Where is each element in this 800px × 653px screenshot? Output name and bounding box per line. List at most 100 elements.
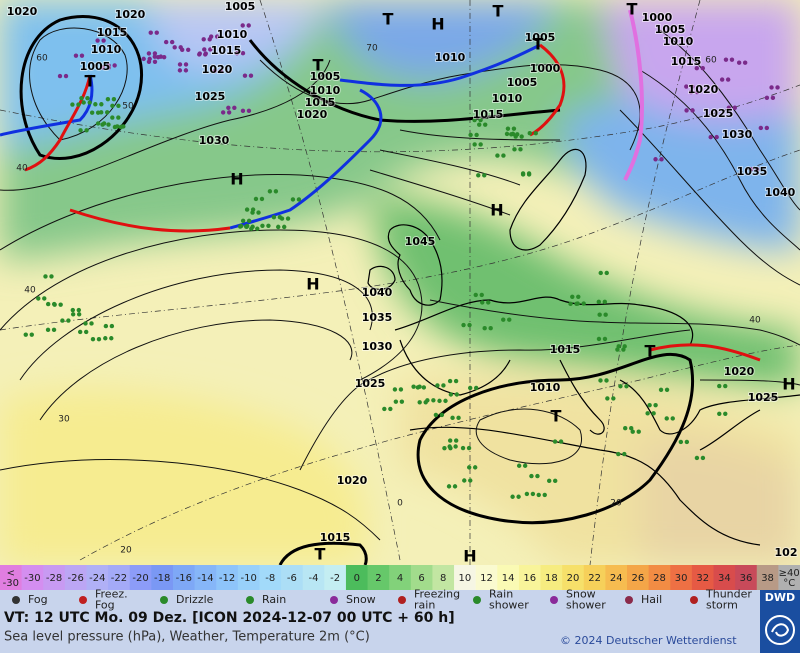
isotherm-label: 20: [610, 499, 622, 509]
weather-dot: [51, 327, 57, 333]
fronts: [0, 9, 761, 362]
scale-label: 2: [375, 573, 381, 584]
weather-dot: [664, 387, 670, 392]
weather-dot: [658, 387, 664, 392]
weather-dot: [624, 384, 629, 389]
logo-text: DWD: [765, 591, 795, 604]
weather-dot: [714, 134, 719, 140]
weather-dot: [653, 157, 658, 162]
weather-dot: [116, 103, 121, 109]
pressure-label: 1020: [115, 8, 146, 21]
weather-dot: [536, 492, 541, 498]
isotherm-label: 0: [397, 499, 403, 509]
pressure-label: 1035: [362, 311, 393, 324]
weather-dot: [147, 56, 152, 62]
weather-dot: [719, 77, 725, 82]
pressure-label: 1040: [362, 286, 393, 299]
weather-dot: [437, 398, 442, 404]
scale-label: 16: [523, 573, 536, 584]
weather-dot: [103, 323, 109, 329]
legend-icon: [330, 596, 338, 604]
weather-dot: [87, 100, 92, 105]
weather-dot: [605, 396, 610, 401]
weather-dot: [530, 491, 536, 497]
weather-dot: [45, 301, 51, 307]
weather-dot: [504, 131, 510, 137]
scale-label: -30: [3, 578, 19, 589]
weather-dot: [96, 336, 102, 342]
pressure-center: H: [782, 375, 795, 394]
weather-dot: [450, 415, 455, 421]
weather-dot: [775, 85, 780, 90]
scale-cell: [735, 565, 758, 590]
weather-dot: [70, 312, 76, 317]
scale-cell: [627, 565, 650, 590]
scale-cell: [281, 565, 304, 590]
weather-dot: [240, 108, 246, 114]
weather-dot: [89, 321, 94, 326]
pressure-center: T: [383, 10, 394, 29]
weather-dot: [603, 312, 608, 317]
pressure-label: 1025: [355, 377, 386, 390]
legend-icon: [625, 596, 633, 604]
weather-dot: [529, 473, 534, 479]
weather-dot: [226, 110, 232, 115]
weather-dot: [524, 491, 530, 497]
weather-dot: [388, 406, 393, 412]
weather-dot: [527, 131, 532, 136]
weather-dot: [507, 317, 512, 322]
scale-label: 28: [653, 573, 666, 584]
weather-dot: [106, 122, 111, 127]
weather-dot: [29, 332, 34, 337]
scale-cell: [237, 565, 260, 590]
weather-dot: [659, 157, 664, 162]
pressure-label: 1030: [199, 134, 230, 147]
weather-dot: [446, 484, 452, 489]
weather-dot: [483, 122, 488, 127]
weather-dot: [431, 398, 436, 403]
weather-dot: [232, 105, 237, 110]
weather-dot: [183, 62, 189, 67]
weather-dot: [478, 142, 483, 147]
weather-dot: [244, 224, 249, 229]
pressure-label: 1010: [435, 51, 466, 64]
scale-cell: [583, 565, 606, 590]
weather-dot: [218, 68, 224, 74]
weather-dot: [152, 51, 158, 56]
weather-dot: [717, 411, 722, 417]
weather-dot: [598, 270, 603, 276]
weather-dot: [101, 121, 107, 126]
pressure-label: 1015: [550, 343, 581, 356]
weather-dot: [769, 85, 774, 90]
scale-label: -4: [309, 573, 319, 584]
legend-icon: [79, 596, 87, 604]
scale-cell: [172, 565, 196, 590]
temperature-scale: <-30 -30 -28 -26 -24 -22 -20 -18 -16 -14 -12 -10 -8-…: [0, 565, 800, 590]
scale-label: -20: [132, 573, 148, 584]
scale-cell: [151, 565, 174, 590]
weather-dot: [417, 384, 422, 389]
weather-dot: [201, 37, 206, 42]
weather-dot: [448, 392, 454, 397]
weather-dot: [172, 45, 177, 50]
weather-dot: [478, 117, 483, 123]
weather-dot: [488, 326, 493, 331]
weather-dot: [70, 307, 76, 313]
scale-label: °C: [783, 578, 795, 589]
weather-dot: [421, 385, 427, 390]
weather-dot: [279, 216, 285, 221]
weather-dot: [425, 398, 430, 403]
scale-label: -28: [46, 573, 62, 584]
weather-dot: [526, 172, 532, 177]
legend-icon: [473, 596, 481, 604]
scale-cell: [778, 565, 800, 590]
weather-dot: [726, 105, 732, 110]
weather-dot: [542, 492, 547, 498]
scale-cell: [756, 565, 779, 590]
pressure-label: 1030: [362, 340, 393, 353]
pressure-label: 1015: [320, 531, 351, 544]
weather-dot: [552, 439, 558, 444]
weather-dot: [152, 59, 158, 64]
weather-dot: [411, 384, 416, 389]
scale-label: 26: [631, 573, 644, 584]
